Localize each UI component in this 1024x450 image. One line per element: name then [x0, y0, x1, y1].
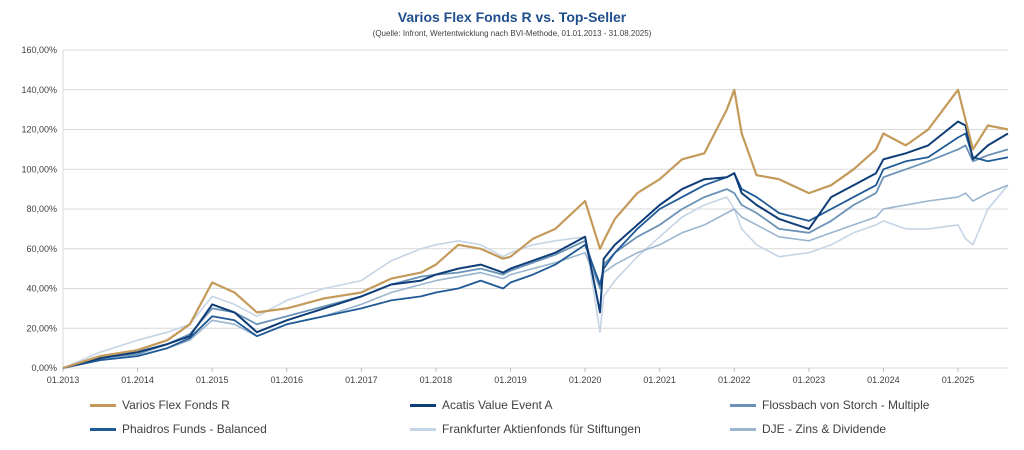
y-tick-label: 0,00%	[31, 363, 57, 373]
x-tick-label: 01.2014	[121, 375, 154, 385]
legend-label: Varios Flex Fonds R	[122, 398, 230, 412]
x-tick-label: 01.2018	[420, 375, 453, 385]
y-tick-label: 120,00%	[21, 125, 57, 135]
legend-swatch	[730, 427, 756, 431]
legend-swatch	[90, 427, 116, 431]
x-tick-label: 01.2023	[793, 375, 826, 385]
legend-item-frankfurter: Frankfurter Aktienfonds für Stiftungen	[410, 422, 641, 436]
legend-label: Phaidros Funds - Balanced	[122, 422, 267, 436]
legend-item-varios: Varios Flex Fonds R	[90, 398, 230, 412]
x-tick-label: 01.2016	[270, 375, 303, 385]
legend-item-phaidros: Phaidros Funds - Balanced	[90, 422, 267, 436]
legend-swatch	[410, 427, 436, 431]
legend-label: Acatis Value Event A	[442, 398, 553, 412]
y-tick-label: 60,00%	[26, 244, 57, 254]
x-tick-label: 01.2025	[942, 375, 975, 385]
legend-label: Flossbach von Storch - Multiple	[762, 398, 930, 412]
y-tick-label: 160,00%	[21, 45, 57, 55]
legend-swatch	[410, 403, 436, 407]
x-tick-label: 01.2013	[47, 375, 80, 385]
series-line	[62, 120, 1009, 369]
legend-label: Frankfurter Aktienfonds für Stiftungen	[442, 422, 641, 436]
y-tick-label: 80,00%	[26, 204, 57, 214]
legend-item-dje: DJE - Zins & Dividende	[730, 422, 886, 436]
legend-swatch	[90, 403, 116, 407]
series-line	[62, 184, 1009, 369]
legend-swatch	[730, 403, 756, 407]
y-tick-label: 140,00%	[21, 85, 57, 95]
series-line	[62, 88, 1009, 370]
x-tick-label: 01.2021	[643, 375, 676, 385]
series-line	[62, 132, 1009, 369]
series-line	[62, 184, 1009, 369]
x-tick-label: 01.2020	[569, 375, 602, 385]
legend-item-flossbach: Flossbach von Storch - Multiple	[730, 398, 929, 412]
legend-item-acatis: Acatis Value Event A	[410, 398, 553, 412]
x-tick-label: 01.2017	[345, 375, 378, 385]
legend-label: DJE - Zins & Dividende	[762, 422, 887, 436]
y-tick-label: 20,00%	[26, 323, 57, 333]
y-tick-label: 40,00%	[26, 284, 57, 294]
chart-subtitle: (Quelle: Infront, Wertentwicklung nach B…	[372, 29, 652, 38]
x-tick-label: 01.2024	[867, 375, 900, 385]
x-tick-label: 01.2019	[494, 375, 527, 385]
x-tick-label: 01.2022	[718, 375, 751, 385]
x-tick-label: 01.2015	[196, 375, 229, 385]
chart-title: Varios Flex Fonds R vs. Top-Seller	[397, 9, 627, 25]
y-tick-label: 100,00%	[21, 164, 57, 174]
